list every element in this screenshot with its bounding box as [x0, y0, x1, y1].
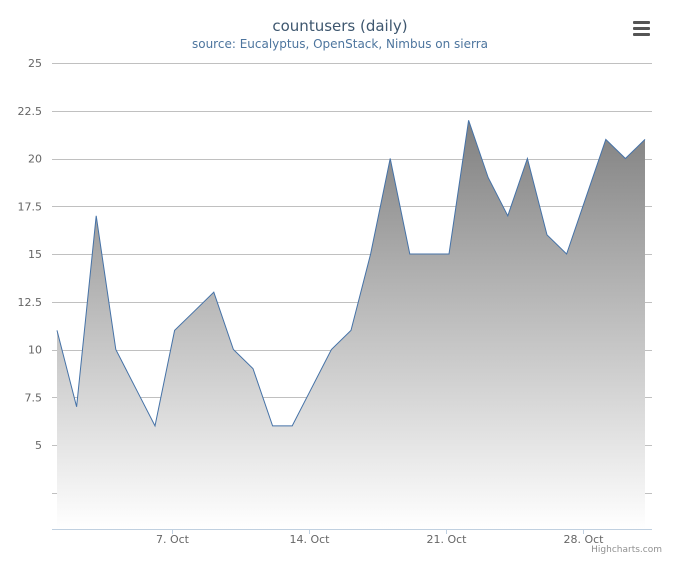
y-tick-label: 20: [28, 153, 42, 166]
x-tick-label: 21. Oct: [426, 533, 467, 546]
y-tick-label: 17.5: [18, 200, 43, 213]
series-line: [56, 120, 646, 428]
x-tick-label: 28. Oct: [563, 533, 604, 546]
y-tick-label: 12.5: [18, 296, 43, 309]
series-area-layer: [56, 120, 646, 530]
hamburger-menu-icon[interactable]: [628, 18, 654, 40]
y-tick-label: 5: [35, 439, 42, 452]
y-tick-label: 25: [28, 57, 42, 70]
chart-title: countusers (daily): [272, 17, 408, 35]
x-tick-label: 14. Oct: [289, 533, 330, 546]
series-area-fill: [57, 120, 645, 530]
y-tick-label: 7.5: [25, 391, 43, 404]
y-tick-label: 15: [28, 248, 42, 261]
axis-layer: 5 7.5 10 12.5 15 17.5 20 22.5 25 7. Oct 14. Oct 21.…: [18, 57, 652, 546]
x-tick-label: 7. Oct: [156, 533, 190, 546]
chart-subtitle: source: Eucalyptus, OpenStack, Nimbus on…: [191, 37, 489, 51]
credits-link[interactable]: Highcharts.com: [591, 545, 662, 555]
y-tick-label: 22.5: [18, 105, 43, 118]
y-tick-label: 10: [28, 344, 42, 357]
